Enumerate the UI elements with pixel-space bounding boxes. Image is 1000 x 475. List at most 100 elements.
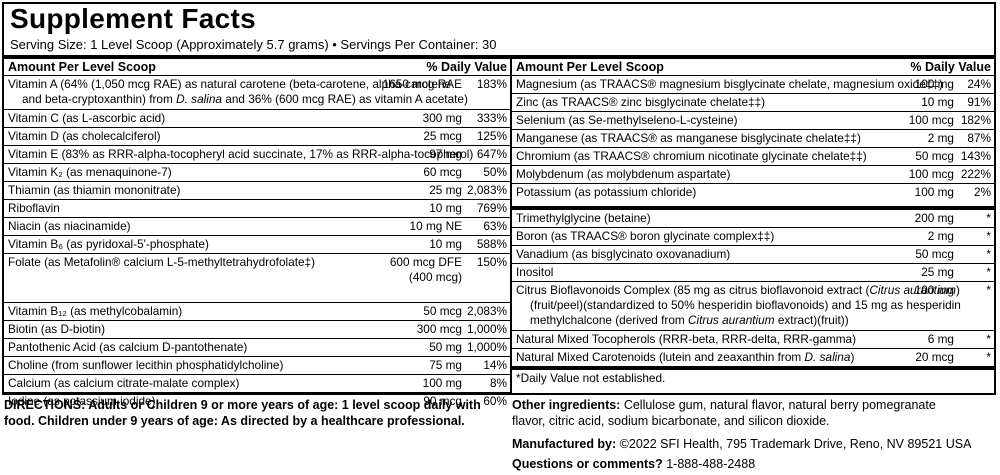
nutrient-row: Choline (from sunflower lecithin phospha…	[4, 357, 510, 375]
nutrient-amount: 10 mg	[921, 95, 954, 109]
nutrient-daily-value: *	[986, 350, 991, 364]
nutrient-amount: 97 mg	[429, 147, 462, 161]
serving-info: Serving Size: 1 Level Scoop (Approximate…	[10, 37, 497, 52]
manufacturer-text: ©2022 SFI Health, 795 Trademark Drive, R…	[616, 437, 972, 451]
nutrient-name: Riboflavin	[8, 201, 60, 215]
nutrient-daily-value: 24%	[967, 77, 991, 91]
nutrient-daily-value: 2,083%	[466, 304, 507, 318]
nutrient-row: Zinc (as TRAACS® zinc bisglycinate chela…	[512, 94, 994, 112]
nutrient-amount: 50 mcg	[423, 304, 462, 318]
nutrient-amount: 10 mg NE	[409, 219, 462, 233]
nutrient-daily-value: *	[986, 283, 991, 297]
nutrient-amount: 1650 mcg RAE	[382, 77, 462, 91]
panel-title: Supplement Facts	[10, 3, 256, 34]
nutrient-name: Manganese (as TRAACS® as manganese bisgl…	[516, 131, 861, 145]
nutrient-row: Inositol 25 mg *	[512, 264, 994, 282]
nutrient-daily-value: *	[986, 332, 991, 346]
nutrient-amount: 6 mg	[927, 332, 954, 346]
nutrient-amount: 90 mcg	[423, 394, 462, 408]
nutrient-daily-value: 14%	[483, 358, 507, 372]
nutrient-row: Manganese (as TRAACS® as manganese bisgl…	[512, 130, 994, 148]
nutrient-row: Boron (as TRAACS® boron glycinate comple…	[512, 228, 994, 246]
nutrient-row: Trimethylglycine (betaine) 200 mg *	[512, 210, 994, 228]
nutrient-amount: 300 mcg	[416, 322, 462, 336]
nutrient-daily-value: *	[986, 229, 991, 243]
other-ingredients: Other ingredients: Cellulose gum, natura…	[512, 398, 936, 429]
left-rows: Vitamin A (64% (1,050 mcg RAE) as natura…	[4, 76, 510, 410]
nutrient-row: Vitamin B₆ (as pyridoxal-5'-phosphate) 10…	[4, 236, 510, 254]
nutrient-row: Calcium (as calcium citrate-malate compl…	[4, 375, 510, 393]
nutrient-daily-value: *	[986, 211, 991, 225]
nutrient-name: Chromium (as TRAACS® chromium nicotinate…	[516, 149, 867, 163]
nutrient-amount: 2 mg	[927, 229, 954, 243]
nutrient-daily-value: *	[986, 265, 991, 279]
nutrient-name: Magnesium (as TRAACS® magnesium bisglyci…	[516, 77, 943, 91]
nutrient-row: Natural Mixed Tocopherols (RRR-beta, RRR…	[512, 331, 994, 349]
nutrient-daily-value: 125%	[476, 129, 507, 143]
nutrient-amount: 75 mg	[429, 358, 462, 372]
dv-header: % Daily Value	[910, 60, 991, 74]
nutrient-daily-value: 2,083%	[466, 183, 507, 197]
amount-header: Amount Per Level Scoop	[8, 60, 156, 74]
nutrient-row: Vitamin C (as L-ascorbic acid) 300 mg 333%	[4, 110, 510, 128]
nutrient-name: Natural Mixed Tocopherols (RRR-beta, RRR…	[516, 332, 857, 346]
nutrient-amount: 25 mcg	[423, 129, 462, 143]
amount-header: Amount Per Level Scoop	[516, 60, 664, 74]
supplement-facts-panel: Supplement Facts Serving Size: 1 Level S…	[2, 2, 996, 408]
nutrient-amount: 10 mg	[429, 237, 462, 251]
nutrient-name: Vanadium (as bisglycinato oxovanadium)	[516, 247, 731, 261]
nutrient-row: Folate (as Metafolin® calcium L-5-methyl…	[4, 254, 510, 303]
nutrient-daily-value: 588%	[476, 237, 507, 251]
nutrient-name: Selenium (as Se-methylseleno-L-cysteine)	[516, 113, 738, 127]
nutrient-row: Potassium (as potassium chloride) 100 mg 2…	[512, 184, 994, 210]
other-ingredients-text: flavor, citric acid, sodium bicarbonate,…	[512, 413, 830, 428]
nutrient-row: Molybdenum (as molybdenum aspartate) 100 …	[512, 166, 994, 184]
nutrient-name: Inositol	[516, 265, 554, 279]
left-column: Amount Per Level Scoop % Daily Value Vit…	[4, 59, 512, 408]
manufacturer-label: Manufactured by:	[512, 437, 617, 451]
questions-label: Questions or comments?	[512, 457, 663, 471]
right-column: Amount Per Level Scoop % Daily Value Mag…	[512, 59, 994, 393]
nutrient-amount: 20 mcg	[915, 350, 954, 364]
nutrient-daily-value: 2%	[973, 185, 991, 199]
nutrient-daily-value: 63%	[483, 219, 507, 233]
nutrient-row: Vitamin E (83% as RRR-alpha-tocopheryl a…	[4, 146, 510, 164]
nutrient-amount: 200 mg	[914, 211, 954, 225]
nutrient-daily-value: 222%	[960, 167, 991, 181]
nutrient-name: Pantothenic Acid (as calcium D-pantothen…	[8, 340, 248, 354]
nutrient-row: Pantothenic Acid (as calcium D-pantothen…	[4, 339, 510, 357]
nutrient-daily-value: 769%	[476, 201, 507, 215]
nutrient-amount: 25 mg	[921, 265, 954, 279]
nutrient-name: Calcium (as calcium citrate-malate compl…	[8, 376, 240, 390]
nutrient-daily-value: 182%	[960, 113, 991, 127]
nutrient-daily-value: 150%	[476, 255, 507, 269]
directions-line: food. Children under 9 years of age: As …	[4, 413, 465, 428]
nutrient-amount: 50 mg	[429, 340, 462, 354]
nutrient-daily-value: 8%	[489, 376, 507, 390]
nutrient-row: Magnesium (as TRAACS® magnesium bisglyci…	[512, 76, 994, 94]
nutrient-name: Choline (from sunflower lecithin phospha…	[8, 358, 284, 372]
nutrient-name: Thiamin (as thiamin mononitrate)	[8, 183, 181, 197]
nutrient-row: Vitamin K₂ (as menaquinone-7) 60 mcg 50%	[4, 164, 510, 182]
nutrient-name: Vitamin D (as cholecalciferol)	[8, 129, 161, 143]
nutrient-row: Citrus Bioflavonoids Complex (85 mg as c…	[512, 282, 994, 331]
nutrient-row: Natural Mixed Carotenoids (lutein and ze…	[512, 349, 994, 370]
nutrient-name: Potassium (as potassium chloride)	[516, 185, 697, 199]
nutrient-amount: (400 mcg)	[408, 270, 462, 284]
nutrient-name: *Daily Value not established.	[516, 371, 666, 385]
other-ingredients-label: Other ingredients:	[512, 398, 621, 412]
nutrient-name: Niacin (as niacinamide)	[8, 219, 131, 233]
nutrient-amount: 2 mg	[927, 131, 954, 145]
directions: DIRECTIONS: Adults or Children 9 or more…	[4, 398, 481, 429]
other-ingredients-text: Cellulose gum, natural flavor, natural b…	[620, 398, 936, 412]
nutrient-amount: 25 mg	[429, 183, 462, 197]
manufacturer: Manufactured by: ©2022 SFI Health, 795 T…	[512, 437, 971, 453]
nutrient-row: Biotin (as D-biotin) 300 mcg 1,000%	[4, 321, 510, 339]
nutrient-amount: 600 mcg DFE	[389, 255, 462, 269]
nutrient-daily-value: *	[986, 247, 991, 261]
nutrient-name: methylchalcone (derived from Citrus aura…	[530, 313, 849, 327]
nutrient-name: Zinc (as TRAACS® zinc bisglycinate chela…	[516, 95, 766, 109]
nutrient-amount: 60 mcg	[423, 165, 462, 179]
nutrient-amount: 50 mcg	[915, 149, 954, 163]
nutrient-name: (fruit/peel)(standardized to 50% hesperi…	[530, 298, 961, 312]
